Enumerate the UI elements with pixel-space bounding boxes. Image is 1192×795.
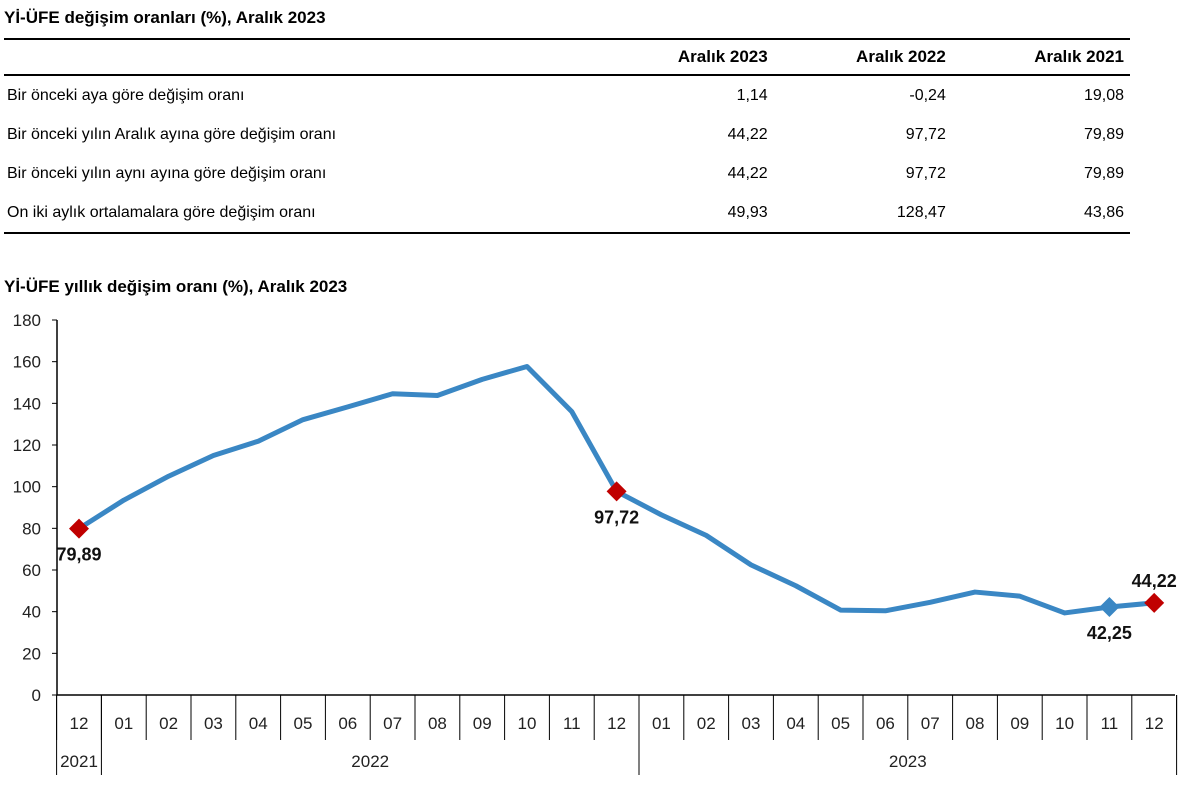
year-label: 2022 (351, 752, 389, 771)
data-point (1063, 611, 1066, 614)
x-tick-label: 12 (70, 714, 89, 733)
y-tick-label: 100 (13, 478, 41, 497)
red-diamond-marker (69, 518, 89, 539)
year-label: 2021 (60, 752, 98, 771)
x-tick-label: 05 (294, 714, 313, 733)
table-cell-value: 1,14 (736, 86, 768, 104)
table-row-label: Bir önceki yılın aynı ayına göre değişim… (7, 164, 327, 182)
change-rates-table: Aralık 2023 Aralık 2022 Aralık 2021 Bir … (4, 38, 1130, 234)
table-cell-value: 97,72 (905, 164, 946, 182)
blue-diamond-marker (1099, 596, 1120, 617)
x-tick-label: 10 (518, 714, 537, 733)
y-tick-label: 40 (22, 603, 41, 622)
data-point (839, 609, 842, 612)
x-tick-label: 10 (1055, 714, 1074, 733)
data-label: 79,89 (56, 545, 101, 565)
x-tick-label: 07 (921, 714, 940, 733)
data-point (974, 591, 976, 594)
x-tick-label: 05 (831, 714, 850, 733)
red-diamond-marker (606, 481, 627, 502)
table-cell-value: 79,89 (1083, 125, 1124, 143)
table-row: Bir önceki yılın aynı ayına göre değişim… (4, 154, 1130, 193)
x-tick-label: 12 (1145, 714, 1164, 733)
data-point (302, 418, 304, 421)
x-tick-label: 09 (1010, 714, 1029, 733)
y-tick-label: 80 (22, 519, 41, 538)
data-point (257, 440, 260, 443)
table-row: Bir önceki aya göre değişim oranı 1,14 -0,… (4, 75, 1130, 115)
chart-title: Yİ-ÜFE yıllık değişim oranı (%), Aralık … (4, 277, 348, 296)
table-row: Bir önceki yılın Aralık ayına göre değiş… (4, 115, 1130, 154)
y-tick-label: 120 (13, 436, 41, 455)
data-point (570, 410, 573, 413)
x-tick-label: 01 (652, 714, 671, 733)
table-cell-value: 19,08 (1083, 86, 1124, 104)
table-cell-value: 44,22 (727, 125, 768, 143)
table-cell-value: 44,22 (727, 164, 768, 182)
data-point (346, 405, 349, 408)
y-tick-label: 140 (13, 394, 41, 413)
data-point (705, 534, 708, 537)
x-tick-label: 06 (338, 714, 357, 733)
table-title: Yİ-ÜFE değişim oranları (%), Aralık 2023 (4, 8, 326, 27)
data-point (526, 365, 528, 368)
data-point (1018, 595, 1021, 598)
table-row: On iki aylık ortalamalara göre değişim o… (4, 193, 1130, 233)
x-tick-label: 11 (563, 714, 581, 733)
data-label: 97,72 (594, 507, 639, 527)
data-point (436, 394, 439, 397)
x-tick-label: 03 (742, 714, 761, 733)
x-tick-label: 02 (159, 714, 178, 733)
x-tick-label: 04 (249, 714, 268, 733)
data-point (750, 563, 752, 566)
x-tick-label: 11 (1101, 714, 1119, 733)
table-cell-value: 43,86 (1083, 203, 1124, 221)
data-label: 44,22 (1132, 571, 1177, 591)
data-point (660, 513, 663, 516)
data-point (167, 475, 170, 478)
x-tick-label: 01 (114, 714, 133, 733)
x-tick-label: 02 (697, 714, 716, 733)
table-cell-value: 49,93 (727, 203, 768, 221)
header-empty (4, 39, 596, 75)
header-aralik-2023: Aralık 2023 (677, 47, 768, 66)
x-tick-label: 06 (876, 714, 895, 733)
header-aralik-2021: Aralık 2021 (1034, 47, 1124, 66)
x-tick-label: 08 (966, 714, 985, 733)
table-cell-value: -0,24 (909, 86, 946, 104)
data-point (929, 601, 932, 604)
table-cell-value: 128,47 (896, 203, 946, 221)
year-label: 2023 (889, 752, 927, 771)
data-point (794, 584, 797, 587)
y-tick-label: 0 (32, 686, 41, 705)
x-tick-label: 04 (786, 714, 805, 733)
header-aralik-2022: Aralık 2022 (856, 47, 946, 66)
table-header-row: Aralık 2023 Aralık 2022 Aralık 2021 (4, 39, 1130, 75)
y-tick-label: 180 (13, 311, 41, 330)
x-tick-label: 07 (383, 714, 402, 733)
y-tick-label: 160 (13, 353, 41, 372)
data-point (212, 454, 215, 457)
table-row-label: Bir önceki yılın Aralık ayına göre değiş… (7, 125, 337, 143)
red-diamond-marker (1144, 592, 1165, 613)
x-tick-label: 08 (428, 714, 447, 733)
table-row-label: Bir önceki aya göre değişim oranı (7, 86, 245, 104)
data-point (122, 499, 125, 502)
data-point (884, 609, 887, 612)
data-point (481, 378, 484, 381)
table-row-label: On iki aylık ortalamalara göre değişim o… (7, 203, 316, 221)
x-tick-label: 03 (204, 714, 223, 733)
x-tick-label: 09 (473, 714, 492, 733)
table-cell-value: 79,89 (1083, 164, 1124, 182)
x-tick-label: 12 (607, 714, 626, 733)
y-tick-label: 60 (22, 561, 41, 580)
table-cell-value: 97,72 (905, 125, 946, 143)
data-label: 42,25 (1087, 623, 1132, 643)
data-point (391, 392, 394, 395)
y-tick-label: 20 (22, 644, 41, 663)
